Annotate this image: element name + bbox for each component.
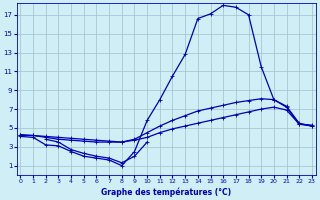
X-axis label: Graphe des températures (°C): Graphe des températures (°C)	[101, 187, 231, 197]
